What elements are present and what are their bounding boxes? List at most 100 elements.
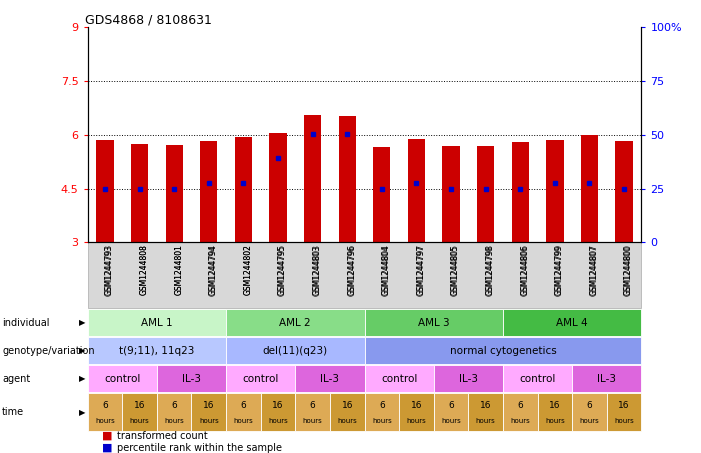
Bar	[442, 146, 460, 242]
Text: genotype/variation: genotype/variation	[2, 346, 95, 356]
Text: GSM1244797: GSM1244797	[416, 245, 426, 296]
Text: GSM1244794: GSM1244794	[209, 245, 218, 296]
Text: GSM1244805: GSM1244805	[451, 245, 460, 296]
Text: individual: individual	[2, 318, 50, 328]
Text: hours: hours	[95, 418, 115, 424]
Text: GSM1244806: GSM1244806	[520, 245, 529, 296]
Text: 16: 16	[272, 401, 284, 410]
Text: 6: 6	[102, 401, 108, 410]
Text: hours: hours	[545, 418, 565, 424]
Text: hours: hours	[337, 418, 357, 424]
Text: GSM1244802: GSM1244802	[243, 244, 252, 294]
Text: control: control	[381, 374, 417, 384]
Text: GSM1244797: GSM1244797	[416, 244, 426, 295]
Text: t(9;11), 11q23: t(9;11), 11q23	[119, 346, 195, 356]
Text: ■: ■	[102, 431, 112, 441]
Text: hours: hours	[476, 418, 496, 424]
Text: GSM1244805: GSM1244805	[451, 244, 460, 295]
Bar	[615, 141, 633, 242]
Text: GSM1244808: GSM1244808	[139, 244, 149, 294]
Text: 6: 6	[517, 401, 523, 410]
Bar	[339, 116, 356, 242]
Text: GSM1244798: GSM1244798	[486, 245, 495, 296]
Text: 16: 16	[549, 401, 561, 410]
Text: 6: 6	[379, 401, 385, 410]
Bar	[235, 136, 252, 242]
Text: hours: hours	[372, 418, 392, 424]
Text: GSM1244807: GSM1244807	[590, 245, 599, 296]
Text: GSM1244808: GSM1244808	[139, 245, 149, 295]
Text: GSM1244806: GSM1244806	[520, 244, 529, 295]
Text: agent: agent	[2, 374, 30, 384]
Text: 16: 16	[618, 401, 630, 410]
Text: GSM1244796: GSM1244796	[347, 244, 356, 295]
Text: IL-3: IL-3	[459, 374, 478, 384]
Text: 6: 6	[171, 401, 177, 410]
Text: IL-3: IL-3	[597, 374, 616, 384]
Text: 16: 16	[411, 401, 422, 410]
Text: GSM1244793: GSM1244793	[105, 245, 114, 296]
Text: ▶: ▶	[79, 346, 86, 355]
Text: GSM1244795: GSM1244795	[278, 245, 287, 296]
Bar	[131, 144, 148, 242]
Text: IL-3: IL-3	[320, 374, 339, 384]
Text: hours: hours	[614, 418, 634, 424]
Text: GSM1244801: GSM1244801	[174, 245, 183, 295]
Bar	[512, 142, 529, 242]
Text: GSM1244799: GSM1244799	[555, 244, 564, 295]
Text: 16: 16	[203, 401, 215, 410]
Text: hours: hours	[407, 418, 426, 424]
Bar	[581, 135, 598, 242]
Text: GSM1244798: GSM1244798	[486, 244, 495, 295]
Text: GSM1244794: GSM1244794	[209, 244, 218, 295]
Text: hours: hours	[510, 418, 530, 424]
Text: GSM1244799: GSM1244799	[555, 245, 564, 296]
Text: GSM1244795: GSM1244795	[278, 244, 287, 295]
Text: 6: 6	[310, 401, 315, 410]
Text: 16: 16	[134, 401, 145, 410]
Text: percentile rank within the sample: percentile rank within the sample	[117, 443, 282, 453]
Text: 16: 16	[341, 401, 353, 410]
Text: GSM1244793: GSM1244793	[105, 244, 114, 295]
Text: hours: hours	[130, 418, 149, 424]
Text: GSM1244802: GSM1244802	[243, 245, 252, 295]
Bar	[200, 141, 217, 242]
Text: IL-3: IL-3	[182, 374, 201, 384]
Bar	[269, 133, 287, 242]
Text: ▶: ▶	[79, 408, 86, 417]
Text: hours: hours	[164, 418, 184, 424]
Text: ▶: ▶	[79, 318, 86, 327]
Text: 16: 16	[480, 401, 491, 410]
Text: control: control	[243, 374, 279, 384]
Text: control: control	[519, 374, 556, 384]
Text: GSM1244796: GSM1244796	[347, 245, 356, 296]
Text: GSM1244804: GSM1244804	[382, 244, 391, 295]
Text: hours: hours	[580, 418, 599, 424]
Bar	[96, 140, 114, 242]
Text: GSM1244803: GSM1244803	[313, 245, 322, 296]
Bar	[408, 139, 425, 242]
Bar	[304, 115, 321, 242]
Text: GSM1244800: GSM1244800	[624, 244, 633, 295]
Text: hours: hours	[303, 418, 322, 424]
Bar	[373, 147, 390, 242]
Text: AML 1: AML 1	[141, 318, 172, 328]
Text: 6: 6	[240, 401, 246, 410]
Text: 6: 6	[587, 401, 592, 410]
Text: hours: hours	[441, 418, 461, 424]
Bar	[165, 145, 183, 242]
Text: del(11)(q23): del(11)(q23)	[263, 346, 328, 356]
Text: time: time	[2, 407, 25, 417]
Text: hours: hours	[199, 418, 219, 424]
Text: GSM1244804: GSM1244804	[382, 245, 391, 296]
Text: hours: hours	[233, 418, 253, 424]
Bar	[546, 140, 564, 242]
Bar	[477, 146, 494, 242]
Text: hours: hours	[268, 418, 288, 424]
Text: normal cytogenetics: normal cytogenetics	[449, 346, 557, 356]
Text: 6: 6	[448, 401, 454, 410]
Text: ▶: ▶	[79, 374, 86, 383]
Text: AML 2: AML 2	[280, 318, 311, 328]
Text: GSM1244807: GSM1244807	[590, 244, 599, 295]
Text: AML 3: AML 3	[418, 318, 449, 328]
